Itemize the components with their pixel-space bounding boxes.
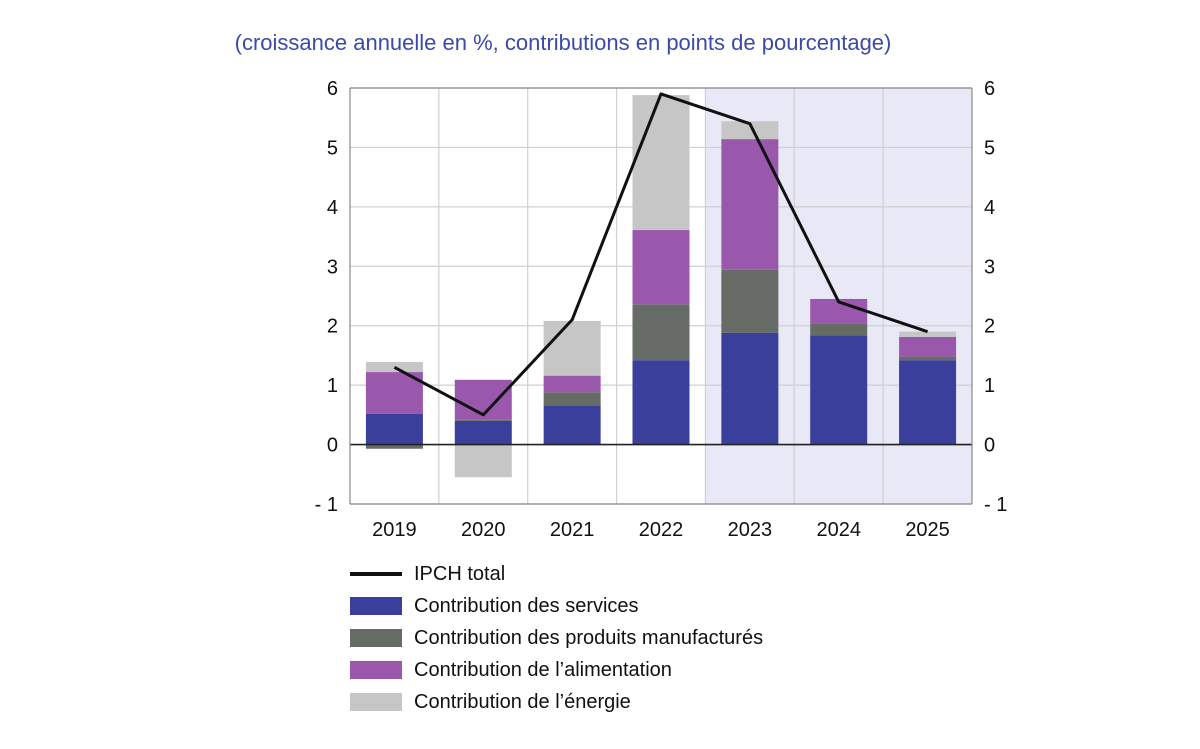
x-tick-label: 2025 <box>905 519 950 541</box>
tick-labels: - 1 - 1 0 0 1 1 2 2 3 3 4 4 5 5 6 6 2019 2020 2021 2022 2023… <box>315 78 1008 541</box>
x-tick-label: 2024 <box>816 519 861 541</box>
legend-item-line: IPCH total <box>350 558 763 590</box>
chart-subtitle: (croissance annuelle en %, contributions… <box>234 30 892 55</box>
bar-segment <box>632 95 690 231</box>
legend: IPCH total Contribution des services Con… <box>350 558 763 718</box>
bar-segment <box>810 335 868 445</box>
legend-label-services: Contribution des services <box>414 594 639 617</box>
bar-segment <box>721 332 779 445</box>
bar-segment <box>899 337 957 357</box>
bar-segment <box>543 375 601 393</box>
legend-item-food: Contribution de l’alimentation <box>350 654 763 686</box>
bar-segment <box>810 323 868 336</box>
total-line <box>393 92 929 417</box>
bar-segment <box>632 360 690 445</box>
y-tick-label-left: 1 <box>327 375 338 397</box>
bar-segment <box>454 420 512 445</box>
bar-segment <box>721 269 779 333</box>
bar-segment <box>543 405 601 445</box>
axes <box>349 87 973 505</box>
bar-segment <box>899 356 957 361</box>
y-tick-label-right: 3 <box>984 256 995 278</box>
y-tick-label-left: 4 <box>327 197 338 219</box>
bar-segment <box>632 304 690 361</box>
y-tick-label-left: 2 <box>327 316 338 338</box>
bar-segment <box>721 139 779 270</box>
legend-label-manufactured: Contribution des produits manufacturés <box>414 626 764 649</box>
total-line-layer <box>393 92 929 417</box>
legend-swatch-food <box>350 661 402 679</box>
legend-label-line: IPCH total <box>414 562 506 585</box>
y-tick-label-right: 5 <box>984 137 995 159</box>
legend-swatch-manufactured <box>350 629 402 647</box>
bar-segment <box>543 320 601 376</box>
bar-segment <box>543 392 601 406</box>
x-tick-label: 2023 <box>728 519 773 541</box>
bar-segment <box>454 419 512 421</box>
y-tick-label-right: - 1 <box>984 494 1007 516</box>
bar-segment <box>899 331 957 338</box>
legend-item-manufactured: Contribution des produits manufacturés <box>350 622 763 654</box>
legend-item-energy: Contribution de l’énergie <box>350 686 763 718</box>
y-tick-label-right: 2 <box>984 316 995 338</box>
bar-segment <box>899 360 957 445</box>
y-tick-label-right: 0 <box>984 435 995 457</box>
bar-segment <box>365 413 423 445</box>
legend-item-services: Contribution des services <box>350 590 763 622</box>
x-tick-label: 2019 <box>372 519 417 541</box>
y-tick-label-left: 3 <box>327 256 338 278</box>
legend-swatch-energy <box>350 693 402 711</box>
x-tick-label: 2020 <box>461 519 506 541</box>
y-tick-label-left: 6 <box>327 78 338 100</box>
bar-segment <box>632 230 690 305</box>
legend-line-swatch <box>350 572 402 576</box>
y-tick-label-right: 6 <box>984 78 995 100</box>
x-tick-label: 2021 <box>550 519 595 541</box>
legend-label-energy: Contribution de l’énergie <box>414 690 631 713</box>
y-tick-label-left: 0 <box>327 435 338 457</box>
y-tick-label-left: 5 <box>327 137 338 159</box>
legend-label-food: Contribution de l’alimentation <box>414 658 672 681</box>
y-tick-label-right: 4 <box>984 197 995 219</box>
bar-segment <box>454 444 512 478</box>
legend-swatch-services <box>350 597 402 615</box>
bar-segment <box>365 361 423 373</box>
y-tick-label-left: - 1 <box>315 494 338 516</box>
bar-segment <box>721 121 779 140</box>
x-tick-label: 2022 <box>639 519 684 541</box>
y-tick-label-right: 1 <box>984 375 995 397</box>
bar-segment <box>365 444 423 449</box>
